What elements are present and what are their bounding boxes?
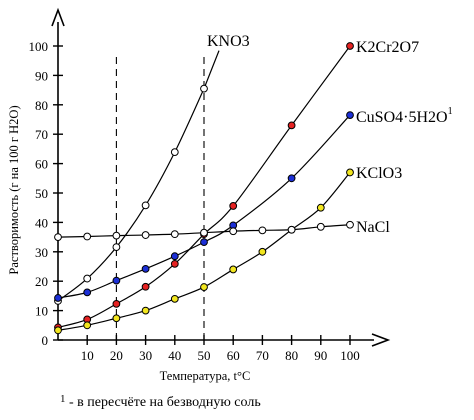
data-point (141, 306, 150, 315)
x-tick-label: 90 (314, 348, 327, 363)
y-tick-label: 30 (35, 245, 48, 260)
x-tick-label: 80 (285, 348, 298, 363)
data-point (54, 326, 62, 335)
data-point (258, 226, 267, 235)
tick-marks (53, 45, 351, 345)
grid-lines (115, 52, 205, 340)
data-point (112, 231, 121, 240)
data-point (83, 274, 92, 283)
data-point (54, 294, 62, 302)
x-tick-label: 100 (340, 348, 360, 363)
label-kclo3: KClO3 (356, 165, 402, 182)
data-point (141, 231, 150, 239)
data-point (316, 222, 325, 231)
data-point (141, 282, 150, 291)
x-axis-title: Температура, t°C (160, 369, 251, 383)
label-nacl: NaCl (356, 219, 390, 236)
data-point (170, 259, 179, 268)
data-point (83, 288, 92, 297)
y-tick-label: 0 (42, 333, 49, 348)
x-tick-label: 20 (110, 348, 123, 363)
data-point (287, 121, 296, 130)
data-point (200, 238, 208, 246)
x-tick-label: 40 (168, 348, 181, 363)
data-point (170, 148, 179, 157)
y-tick-label: 20 (35, 274, 48, 289)
data-point (170, 294, 179, 303)
y-tick-label: 80 (35, 98, 48, 113)
series-line-1 (57, 45, 351, 328)
series-line-0 (57, 50, 220, 302)
data-point (287, 174, 296, 183)
data-point (200, 283, 208, 291)
y-tick-label: 40 (35, 215, 48, 230)
x-tick-label: 50 (198, 348, 211, 363)
data-point (346, 111, 354, 119)
data-point (54, 233, 62, 242)
axes (51, 7, 391, 347)
data-point (200, 84, 208, 93)
data-point (346, 42, 354, 50)
cuso4-footnote-marker: 1 (448, 106, 453, 117)
x-tick-label: 10 (81, 348, 94, 363)
footnote: 1 - в пересчёте на безводную соль (60, 393, 261, 411)
footnote-marker: 1 (60, 393, 66, 405)
x-axis-arrow (371, 333, 391, 347)
tick-labels: 0 10 20 30 40 50 60 70 80 90 100 10 20 30 40 50 60 70 80 90… (29, 39, 360, 363)
data-point (170, 252, 179, 261)
data-point (229, 227, 238, 236)
data-point (316, 203, 325, 212)
y-axis-title: Растворимость (г на 100 г H2O) (7, 105, 21, 274)
x-tick-label: 60 (227, 348, 240, 363)
data-point (229, 202, 238, 210)
data-point (112, 314, 121, 323)
y-tick-label: 50 (35, 186, 48, 201)
data-point (229, 265, 238, 274)
data-point (170, 230, 179, 239)
footnote-text: - в пересчёте на безводную соль (69, 395, 261, 410)
data-point (112, 276, 121, 285)
data-point (112, 299, 121, 308)
data-point (346, 220, 354, 229)
data-point (258, 247, 267, 256)
y-axis-arrow (51, 7, 65, 27)
label-k2cr2o7: K2Cr2O7 (356, 39, 419, 56)
data-point (83, 232, 92, 241)
label-cuso4: CuSO4·5H2O1 (356, 106, 453, 126)
data-point (83, 321, 92, 330)
x-tick-label: 70 (256, 348, 269, 363)
y-tick-label: 60 (35, 157, 48, 172)
data-point (141, 201, 150, 210)
y-tick-label: 100 (29, 39, 49, 54)
x-tick-label: 30 (139, 348, 152, 363)
data-point (141, 264, 150, 273)
data-point (112, 243, 121, 251)
label-kno3: KNO3 (207, 33, 250, 50)
y-tick-label: 90 (35, 68, 48, 83)
data-point (200, 228, 208, 237)
y-tick-label: 70 (35, 127, 48, 142)
data-point (287, 225, 296, 234)
y-tick-label: 10 (35, 304, 48, 319)
series-points (54, 42, 354, 335)
data-point (346, 168, 354, 177)
